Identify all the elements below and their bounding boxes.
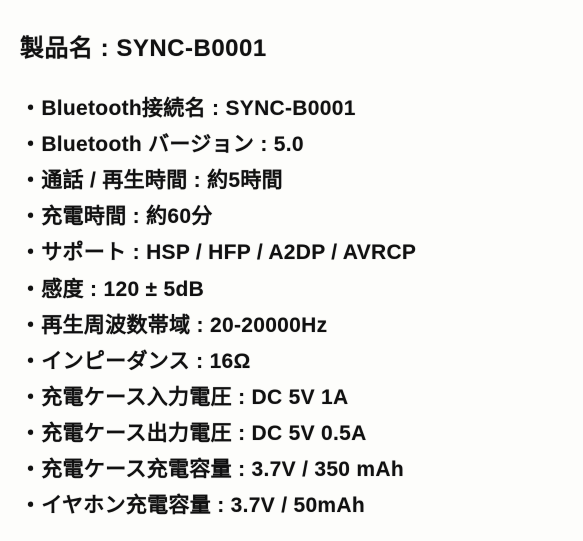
spec-separator: : [254, 133, 274, 156]
spec-separator: : [232, 422, 252, 445]
spec-item: 充電ケース入力電圧 : DC 5V 1A [20, 380, 563, 416]
spec-separator: : [188, 169, 208, 192]
spec-separator: : [190, 350, 210, 373]
spec-item: サポート : HSP / HFP / A2DP / AVRCP [20, 235, 563, 271]
spec-value: 約5時間 [207, 169, 283, 192]
spec-separator: : [190, 314, 210, 337]
spec-label: 感度 [41, 278, 84, 301]
spec-separator: : [84, 278, 104, 301]
spec-item: 再生周波数帯域 : 20-20000Hz [20, 308, 563, 344]
spec-item: 充電時間 : 約60分 [20, 199, 563, 235]
spec-value: 20-20000Hz [210, 314, 327, 337]
spec-value: 約60分 [146, 205, 213, 228]
spec-label: 充電時間 [41, 205, 126, 228]
spec-label: サポート [41, 241, 126, 264]
spec-separator: : [211, 494, 231, 517]
spec-item: 通話 / 再生時間 : 約5時間 [20, 163, 563, 199]
spec-value: SYNC-B0001 [225, 97, 355, 120]
spec-item: 感度 : 120 ± 5dB [20, 272, 563, 308]
spec-label: 再生周波数帯域 [41, 314, 190, 337]
spec-list: Bluetooth接続名 : SYNC-B0001Bluetooth バージョン… [20, 91, 563, 524]
spec-separator: : [127, 205, 147, 228]
spec-label: Bluetooth バージョン [41, 133, 254, 156]
spec-value: DC 5V 1A [252, 386, 349, 409]
spec-label: 充電ケース入力電圧 [41, 386, 232, 409]
spec-value: 120 ± 5dB [103, 278, 204, 301]
spec-separator: : [232, 458, 252, 481]
spec-item: Bluetooth バージョン : 5.0 [20, 127, 563, 163]
spec-item: 充電ケース出力電圧 : DC 5V 0.5A [20, 416, 563, 452]
spec-value: DC 5V 0.5A [252, 422, 367, 445]
spec-label: Bluetooth接続名 [41, 97, 206, 120]
product-title: 製品名 : SYNC-B0001 [20, 28, 563, 63]
spec-value: 5.0 [274, 133, 304, 156]
spec-value: 3.7V / 50mAh [231, 494, 365, 517]
spec-separator: : [127, 241, 147, 264]
spec-label: 充電ケース出力電圧 [41, 422, 232, 445]
spec-value: 16Ω [210, 350, 251, 373]
spec-label: イヤホン充電容量 [41, 494, 211, 517]
spec-item: インピーダンス : 16Ω [20, 344, 563, 380]
spec-label: 通話 / 再生時間 [41, 169, 187, 192]
spec-value: 3.7V / 350 mAh [252, 458, 404, 481]
spec-label: 充電ケース充電容量 [41, 458, 232, 481]
spec-item: 充電ケース充電容量 : 3.7V / 350 mAh [20, 452, 563, 488]
spec-item: Bluetooth接続名 : SYNC-B0001 [20, 91, 563, 127]
spec-value: HSP / HFP / A2DP / AVRCP [146, 241, 416, 264]
spec-item: イヤホン充電容量 : 3.7V / 50mAh [20, 488, 563, 524]
spec-label: インピーダンス [41, 350, 190, 373]
spec-separator: : [232, 386, 252, 409]
spec-separator: : [206, 97, 226, 120]
